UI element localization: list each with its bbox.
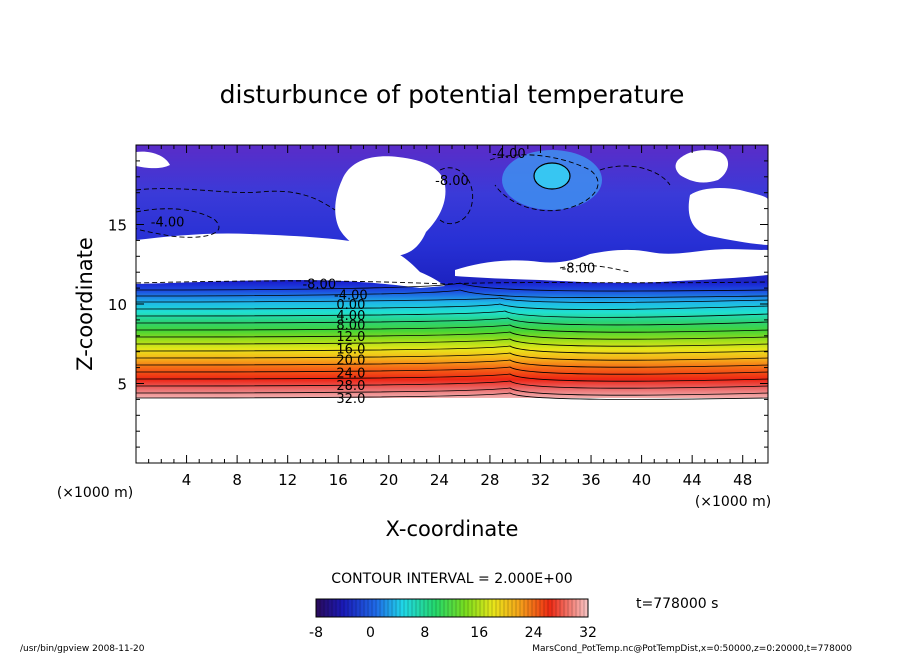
- z-axis-ticks: 5 10 15: [108, 160, 768, 448]
- white-region-topright: [675, 150, 729, 183]
- contour-label: 28.0: [336, 379, 365, 394]
- contour-label: -8.00: [302, 277, 336, 292]
- x-axis-title: X-coordinate: [386, 517, 519, 541]
- x-tick-label: 8: [232, 471, 242, 489]
- colorbar-tick-label: 8: [420, 625, 429, 641]
- contour-labels: 32.028.024.020.016.012.08.004.000.00-4.0…: [151, 147, 595, 407]
- contour-label: 24.0: [336, 366, 365, 381]
- contour-interval: CONTOUR INTERVAL = 2.000E+00: [331, 571, 572, 587]
- z-tick-label: 5: [117, 376, 127, 394]
- plot-field: [136, 145, 768, 463]
- colorbar-ticks: -8 0 8 16 24 32: [309, 625, 597, 641]
- x-tick-label: 20: [379, 471, 398, 489]
- white-region-right: [455, 249, 768, 283]
- x-tick-label: 36: [581, 471, 600, 489]
- x-tick-label: 12: [278, 471, 297, 489]
- contour-label: -4.00: [492, 147, 526, 162]
- x-unit-label: (×1000 m): [695, 494, 771, 510]
- contour-label: 20.0: [336, 354, 365, 369]
- white-region-mid: [335, 156, 446, 256]
- x-tick-label: 40: [632, 471, 651, 489]
- colorbar-hatch: [319, 599, 585, 617]
- contour-label: 12.0: [336, 330, 365, 345]
- z-tick-label: 10: [108, 296, 127, 314]
- x-tick-label: 4: [182, 471, 192, 489]
- upper-contours: [136, 154, 768, 285]
- x-axis-ticks: 4 8 12 16 20 24 28 32 36 40 44 48: [148, 145, 756, 489]
- contour-label: 16.0: [336, 343, 365, 358]
- x-tick-label: 48: [733, 471, 752, 489]
- contour-label: -8.00: [435, 174, 469, 189]
- z-axis-title: Z-coordinate: [73, 237, 97, 371]
- colorbar-tick-label: 32: [579, 625, 597, 641]
- colorbar-tick-label: 0: [366, 625, 375, 641]
- z-unit-label: (×1000 m): [57, 485, 133, 501]
- colorbar-tick-label: -8: [309, 625, 323, 641]
- chart-title: disturbunce of potential temperature: [220, 80, 685, 109]
- band-contours: [136, 282, 768, 400]
- contour-label: 0.00: [336, 298, 365, 313]
- contour-label: -4.00: [334, 288, 368, 303]
- contour-label: -8.00: [562, 261, 596, 276]
- contour-label: 4.00: [336, 309, 365, 324]
- colorbar-tick-label: 24: [525, 625, 543, 641]
- x-tick-label: 24: [430, 471, 449, 489]
- colorbar-tick-label: 16: [470, 625, 488, 641]
- time-label: t=778000 s: [636, 596, 718, 612]
- contour-label: -4.00: [151, 215, 185, 230]
- z-tick-label: 15: [108, 217, 127, 235]
- x-tick-label: 28: [480, 471, 499, 489]
- x-tick-label: 44: [683, 471, 702, 489]
- contour-label: 32.0: [336, 392, 365, 407]
- footer-left: /usr/bin/gpview 2008-11-20: [20, 644, 145, 654]
- footer-right: MarsCond_PotTemp.nc@PotTempDist,x=0:5000…: [532, 644, 852, 654]
- contour-label: 8.00: [336, 319, 365, 334]
- x-tick-label: 32: [531, 471, 550, 489]
- x-tick-label: 16: [329, 471, 348, 489]
